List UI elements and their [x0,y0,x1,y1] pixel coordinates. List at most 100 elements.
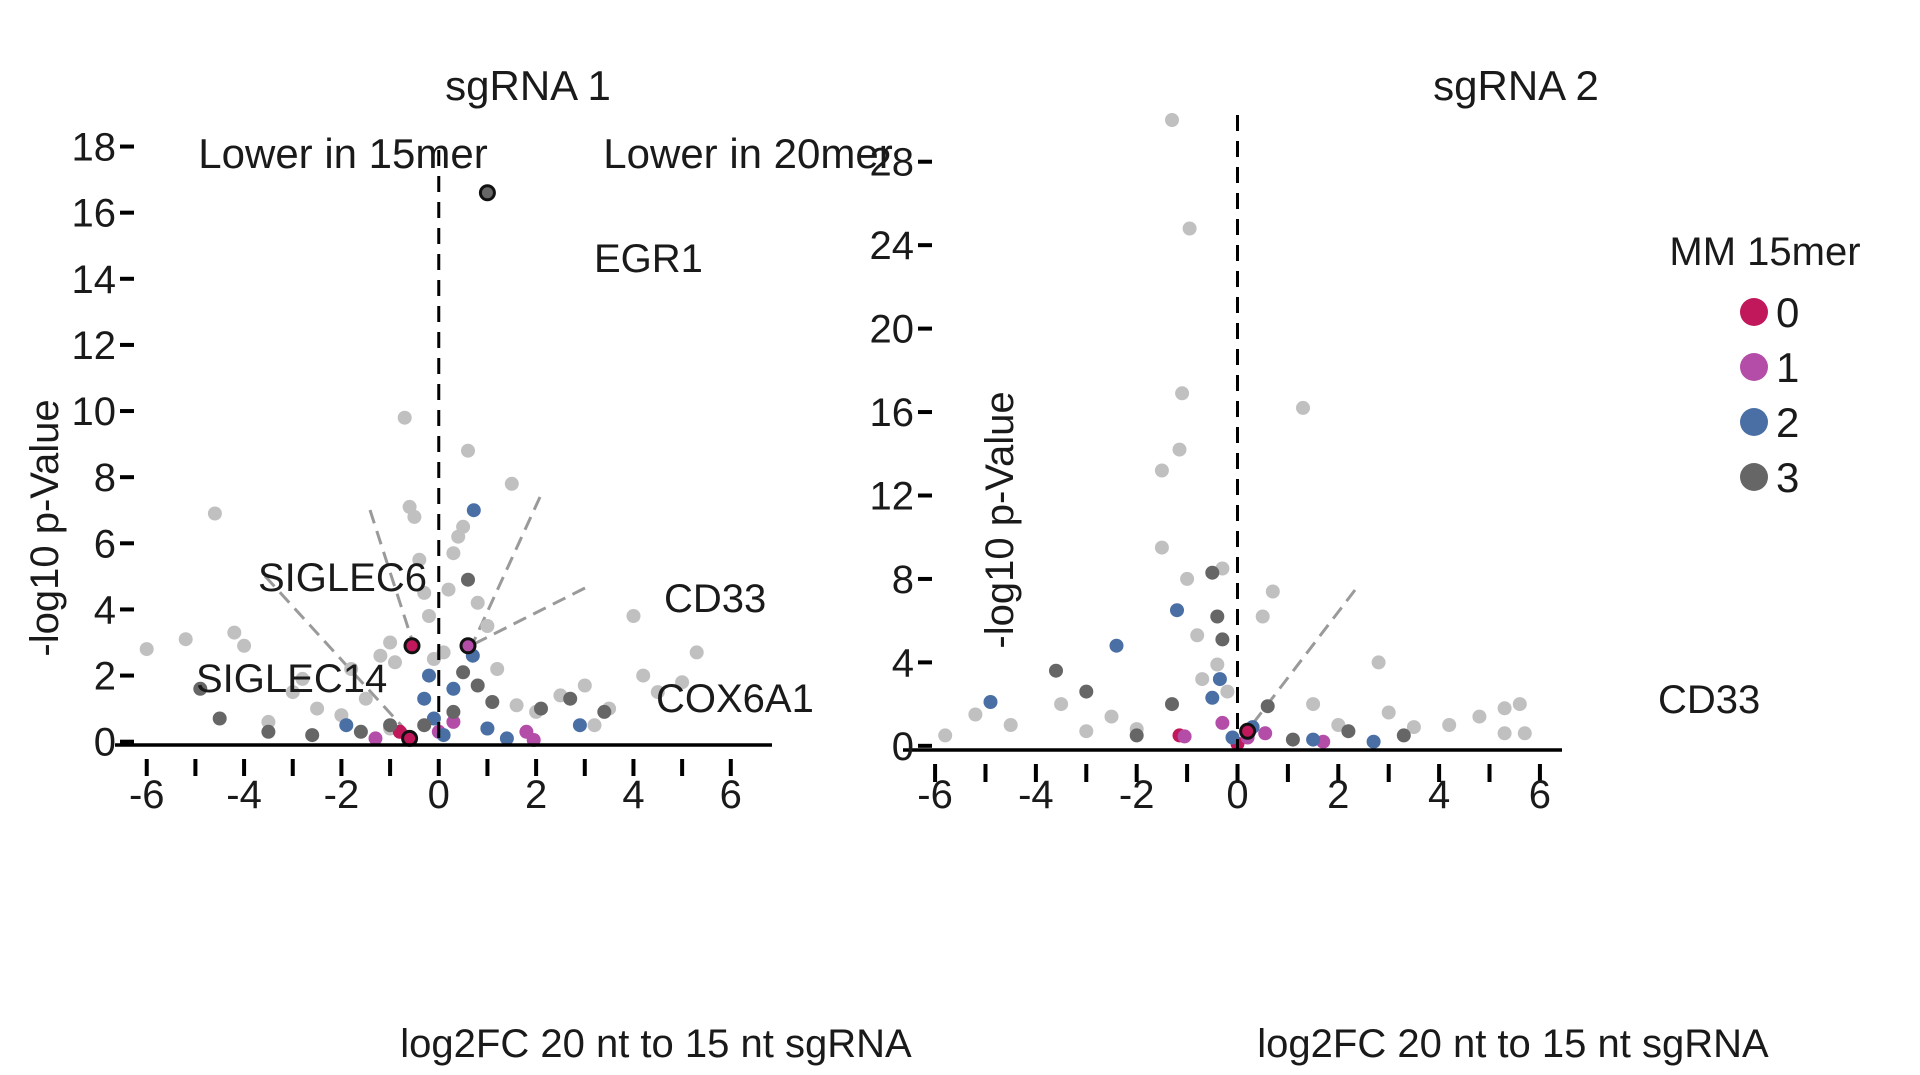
data-point-mm-background [417,585,432,600]
annotation-guides [263,496,586,737]
data-point-mm-background [207,506,222,521]
x-tick-label: -6 [917,773,953,817]
data-point-mm-3 [261,724,276,739]
panel-title: sgRNA 2 [1433,62,1599,109]
data-point-mm-background [1371,655,1386,670]
data-point-mm-background [1190,628,1205,643]
data-point-mm-background [358,691,373,706]
data-point-mm-background [383,635,398,650]
data-point-mm-2 [1109,638,1124,653]
data-point-mm-background [587,718,602,733]
data-point-mm-background [577,678,592,693]
data-point-mm-background [1104,709,1119,724]
data-point-mm-background [1154,540,1169,555]
y-tick-label: 0 [94,721,116,765]
data-point-mm-2 [480,721,495,736]
data-point-mm-background [1172,442,1187,457]
data-point-mm-background [456,519,471,534]
region-label-right: Lower in 20mer [603,130,892,177]
data-point-mm-1 [1215,715,1230,730]
x-tick-label: 4 [1428,773,1450,817]
data-point-mm-background [139,642,154,657]
annotation-siglec6: SIGLEC6 [258,556,427,600]
y-tick-label: 16 [870,391,915,435]
data-point-mm-background [285,685,300,700]
data-point-mm-background [397,410,412,425]
annotation-leader-line [471,496,542,644]
panel-sgrna-1: sgRNA 1 Lower in 15mer Lower in 20mer -6… [23,62,912,1066]
data-point-mm-3 [461,572,475,587]
data-point-mm-3 [534,701,548,716]
highlighted-point-cd33 [1239,722,1257,740]
x-tick-label: 0 [1226,773,1248,817]
y-tick-label: 28 [870,141,915,185]
data-point-mm-background [1517,726,1532,741]
data-point-mm-background [490,662,505,676]
data-point-mm-background [1003,718,1018,732]
annotation-cd33: CD33 [1658,678,1760,722]
annotation-leader-line [469,586,586,648]
data-point-mm-3 [193,681,208,696]
y-tick-label: 6 [94,522,116,566]
data-point-mm-2 [1212,672,1227,687]
data-point-mm-background [237,638,252,653]
data-point-mm-background [504,476,519,491]
data-point-mm-3 [1205,565,1220,580]
annotation-siglec14: SIGLEC14 [196,657,387,701]
data-point-mm-background [509,698,524,713]
legend-label-0: 0 [1776,289,1799,336]
highlighted-point-cd33 [459,637,477,655]
data-point-mm-background [310,701,325,716]
annotation-leader-line [263,574,412,737]
data-point-mm-3 [212,711,227,726]
data-point-mm-2 [417,691,432,706]
data-point-mm-background [1195,672,1210,687]
data-points [938,113,1532,751]
data-point-mm-1 [1258,726,1273,741]
data-point-mm-background [689,645,704,660]
y-tick-label: 2 [94,655,116,699]
data-point-mm-3 [353,724,368,739]
data-point-mm-1 [446,714,461,729]
x-tick-label: -6 [129,773,165,817]
x-tick-label: 2 [1327,773,1349,817]
data-point-mm-background [388,655,402,670]
data-point-mm-background [1497,726,1512,741]
y-tick-label: 10 [72,390,117,434]
y-axis-label: -log10 p-Value [23,399,67,656]
annotation-guides [1246,589,1357,731]
x-tick-label: -4 [226,773,262,817]
y-tick-label: 4 [94,588,116,632]
data-point-mm-3 [470,678,485,693]
data-point-mm-3 [1049,663,1063,678]
data-point-mm-background [1165,113,1179,127]
data-point-mm-3 [597,704,612,719]
x-tick-label: 4 [622,773,644,817]
data-point-mm-background [470,595,485,610]
data-point-mm-background [636,668,651,683]
x-tick-label: 0 [428,773,450,817]
data-point-mm-2 [446,681,461,696]
data-point-mm-2 [339,718,354,733]
data-point-mm-background [1512,697,1527,712]
data-point-mm-3 [1215,632,1230,647]
data-point-mm-background [344,662,359,676]
data-point-mm-background [1079,724,1094,739]
data-point-mm-background [1182,221,1197,236]
y-tick-label: 14 [72,258,117,302]
legend-swatch-2 [1740,408,1768,436]
x-tick-label: 2 [525,773,547,817]
data-point-mm-background [480,619,495,633]
highlighted-point-egr1 [478,184,496,202]
legend-title: MM 15mer [1669,230,1860,274]
data-point-mm-background [1054,697,1069,712]
data-point-mm-background [1255,609,1270,624]
highlighted-point-siglec6 [403,637,421,655]
data-point-mm-2 [1205,690,1220,705]
legend-swatch-0 [1740,298,1768,326]
x-tick-label: -4 [1018,773,1054,817]
data-point-mm-background [1296,400,1310,415]
x-axis-label: log2FC 20 nt to 15 nt sgRNA [1257,1022,1769,1066]
x-tick-label: -2 [1119,773,1155,817]
y-tick-label: 0 [892,725,914,769]
